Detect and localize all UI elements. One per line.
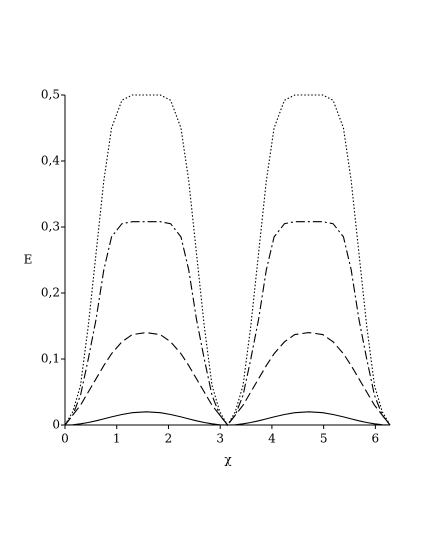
x-tick-label: 6 [372,432,380,446]
y-tick-label: 0,5 [41,88,60,102]
line-series [64,221,391,426]
x-tick-label: 2 [165,432,173,446]
line-series [64,94,391,427]
line-series [64,332,391,426]
y-tick-label: 0,4 [41,154,60,168]
y-tick-label: 0,1 [41,352,60,366]
x-axis-label: χ [224,453,232,467]
y-axis-label: E [24,253,33,267]
x-tick-label: 4 [268,432,276,446]
y-tick-label: 0,2 [41,286,60,300]
x-tick-label: 5 [320,432,328,446]
line-series [64,411,391,426]
y-tick-label: 0,3 [41,220,60,234]
y-tick-label: 0 [52,418,60,432]
x-tick-label: 1 [113,432,121,446]
x-tick-label: 3 [216,432,224,446]
x-tick-label: 0 [61,432,69,446]
